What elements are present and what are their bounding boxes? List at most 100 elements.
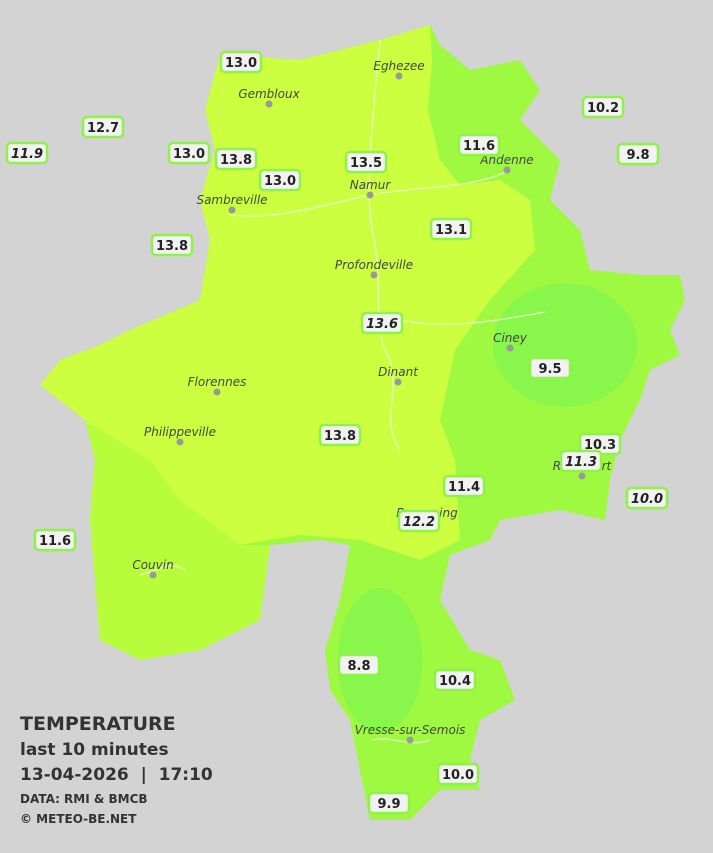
station-value: 9.5 — [538, 362, 561, 377]
station-value: 10.2 — [587, 101, 619, 116]
station-value: 9.8 — [626, 148, 649, 163]
place-dot — [395, 72, 403, 80]
station-box — [360, 311, 404, 335]
place-name: Ciney — [493, 331, 528, 345]
station-label: 9.8 — [616, 142, 660, 166]
station-label: 10.4 — [433, 668, 477, 692]
place-dot — [370, 271, 378, 279]
station-label: 13.8 — [214, 147, 258, 171]
legend-datetime: 13-04-2026 | 17:10 — [20, 765, 213, 785]
station-label: 13.1 — [429, 217, 473, 241]
place-name: Profondeville — [335, 258, 413, 272]
station-label: 11.6 — [33, 528, 77, 552]
station-value: 13.0 — [225, 56, 257, 71]
place-name: Couvin — [132, 558, 173, 572]
station-box — [457, 133, 501, 157]
station-label: 11.4 — [442, 474, 486, 498]
place-dot — [265, 100, 273, 108]
station-box — [367, 791, 411, 815]
station-box — [581, 95, 625, 119]
station-value: 13.8 — [156, 239, 188, 254]
station-box — [81, 115, 125, 139]
station-box — [616, 142, 660, 166]
place-name: Sambreville — [196, 193, 267, 207]
place-dot — [394, 378, 402, 386]
station-value: 13.5 — [350, 156, 382, 171]
place-dot — [149, 571, 157, 579]
station-value: 11.4 — [448, 480, 480, 495]
mild-zone — [85, 420, 270, 660]
station-label: 9.5 — [528, 356, 572, 380]
station-label: 10.2 — [581, 95, 625, 119]
station-label: 9.9 — [367, 791, 411, 815]
place-dot — [213, 388, 221, 396]
station-value: 10.3 — [584, 438, 616, 453]
legend-source: DATA: RMI & BMCB — [20, 792, 148, 806]
station-label: 11.9 — [5, 141, 49, 165]
station-label: 10.0 — [625, 486, 669, 510]
station-value: 13.1 — [435, 223, 467, 238]
stations: 13.0 12.7 11.9 13.0 13.8 13.0 13.5 11.6 10.2 9.8 1… — [5, 50, 669, 815]
station-box — [219, 50, 263, 74]
station-label: 12.7 — [81, 115, 125, 139]
legend: TEMPERATURE last 10 minutes 13-04-2026 |… — [20, 713, 213, 826]
station-value: 12.7 — [87, 121, 119, 136]
place-dot — [506, 344, 514, 352]
station-value: 9.9 — [377, 797, 400, 812]
station-value: 11.6 — [39, 534, 71, 549]
place-dot — [406, 736, 414, 744]
station-value: 13.8 — [220, 153, 252, 168]
place-dot — [503, 166, 511, 174]
station-label: 11.3 — [559, 449, 603, 473]
place-name: Philippeville — [144, 425, 216, 439]
station-box — [436, 762, 480, 786]
station-box — [150, 233, 194, 257]
place-dot — [176, 438, 184, 446]
station-box — [214, 147, 258, 171]
legend-copyright: © METEO-BE.NET — [20, 812, 137, 826]
station-label: 11.6 — [457, 133, 501, 157]
station-value: 11.6 — [463, 139, 495, 154]
station-value: 12.2 — [403, 515, 435, 530]
place-dot — [228, 206, 236, 214]
place-name: Florennes — [188, 375, 247, 389]
station-box — [528, 356, 572, 380]
station-label: 13.8 — [318, 423, 362, 447]
station-value: 13.8 — [324, 429, 356, 444]
legend-period: last 10 minutes — [20, 740, 169, 760]
station-box — [559, 449, 603, 473]
station-box — [318, 423, 362, 447]
place-name: Eghezee — [373, 59, 424, 73]
station-box — [33, 528, 77, 552]
station-value: 13.0 — [264, 174, 296, 189]
place-name: Dinant — [378, 365, 419, 379]
station-value: 8.8 — [347, 659, 370, 674]
station-label: 8.8 — [337, 653, 381, 677]
station-label: 13.6 — [360, 311, 404, 335]
warm-zone — [40, 25, 535, 560]
station-box — [167, 141, 211, 165]
station-box — [397, 509, 441, 533]
station-value: 13.0 — [173, 147, 205, 162]
place-name: Vresse-sur-Semois — [355, 723, 466, 737]
station-value: 10.0 — [631, 492, 663, 507]
station-value: 11.3 — [565, 455, 597, 470]
place-name: Namur — [350, 178, 392, 192]
station-value: 13.6 — [366, 317, 398, 332]
station-box — [442, 474, 486, 498]
station-label: 10.0 — [436, 762, 480, 786]
place-name: Gembloux — [238, 87, 300, 101]
cool-zone — [493, 283, 637, 407]
legend-title: TEMPERATURE — [20, 713, 176, 735]
station-box — [344, 150, 388, 174]
station-label: 13.0 — [258, 168, 302, 192]
station-box — [625, 486, 669, 510]
station-box — [433, 668, 477, 692]
station-box — [258, 168, 302, 192]
station-label: 13.0 — [219, 50, 263, 74]
station-value: 10.0 — [442, 768, 474, 783]
place-dot — [578, 472, 586, 480]
station-label: 13.5 — [344, 150, 388, 174]
